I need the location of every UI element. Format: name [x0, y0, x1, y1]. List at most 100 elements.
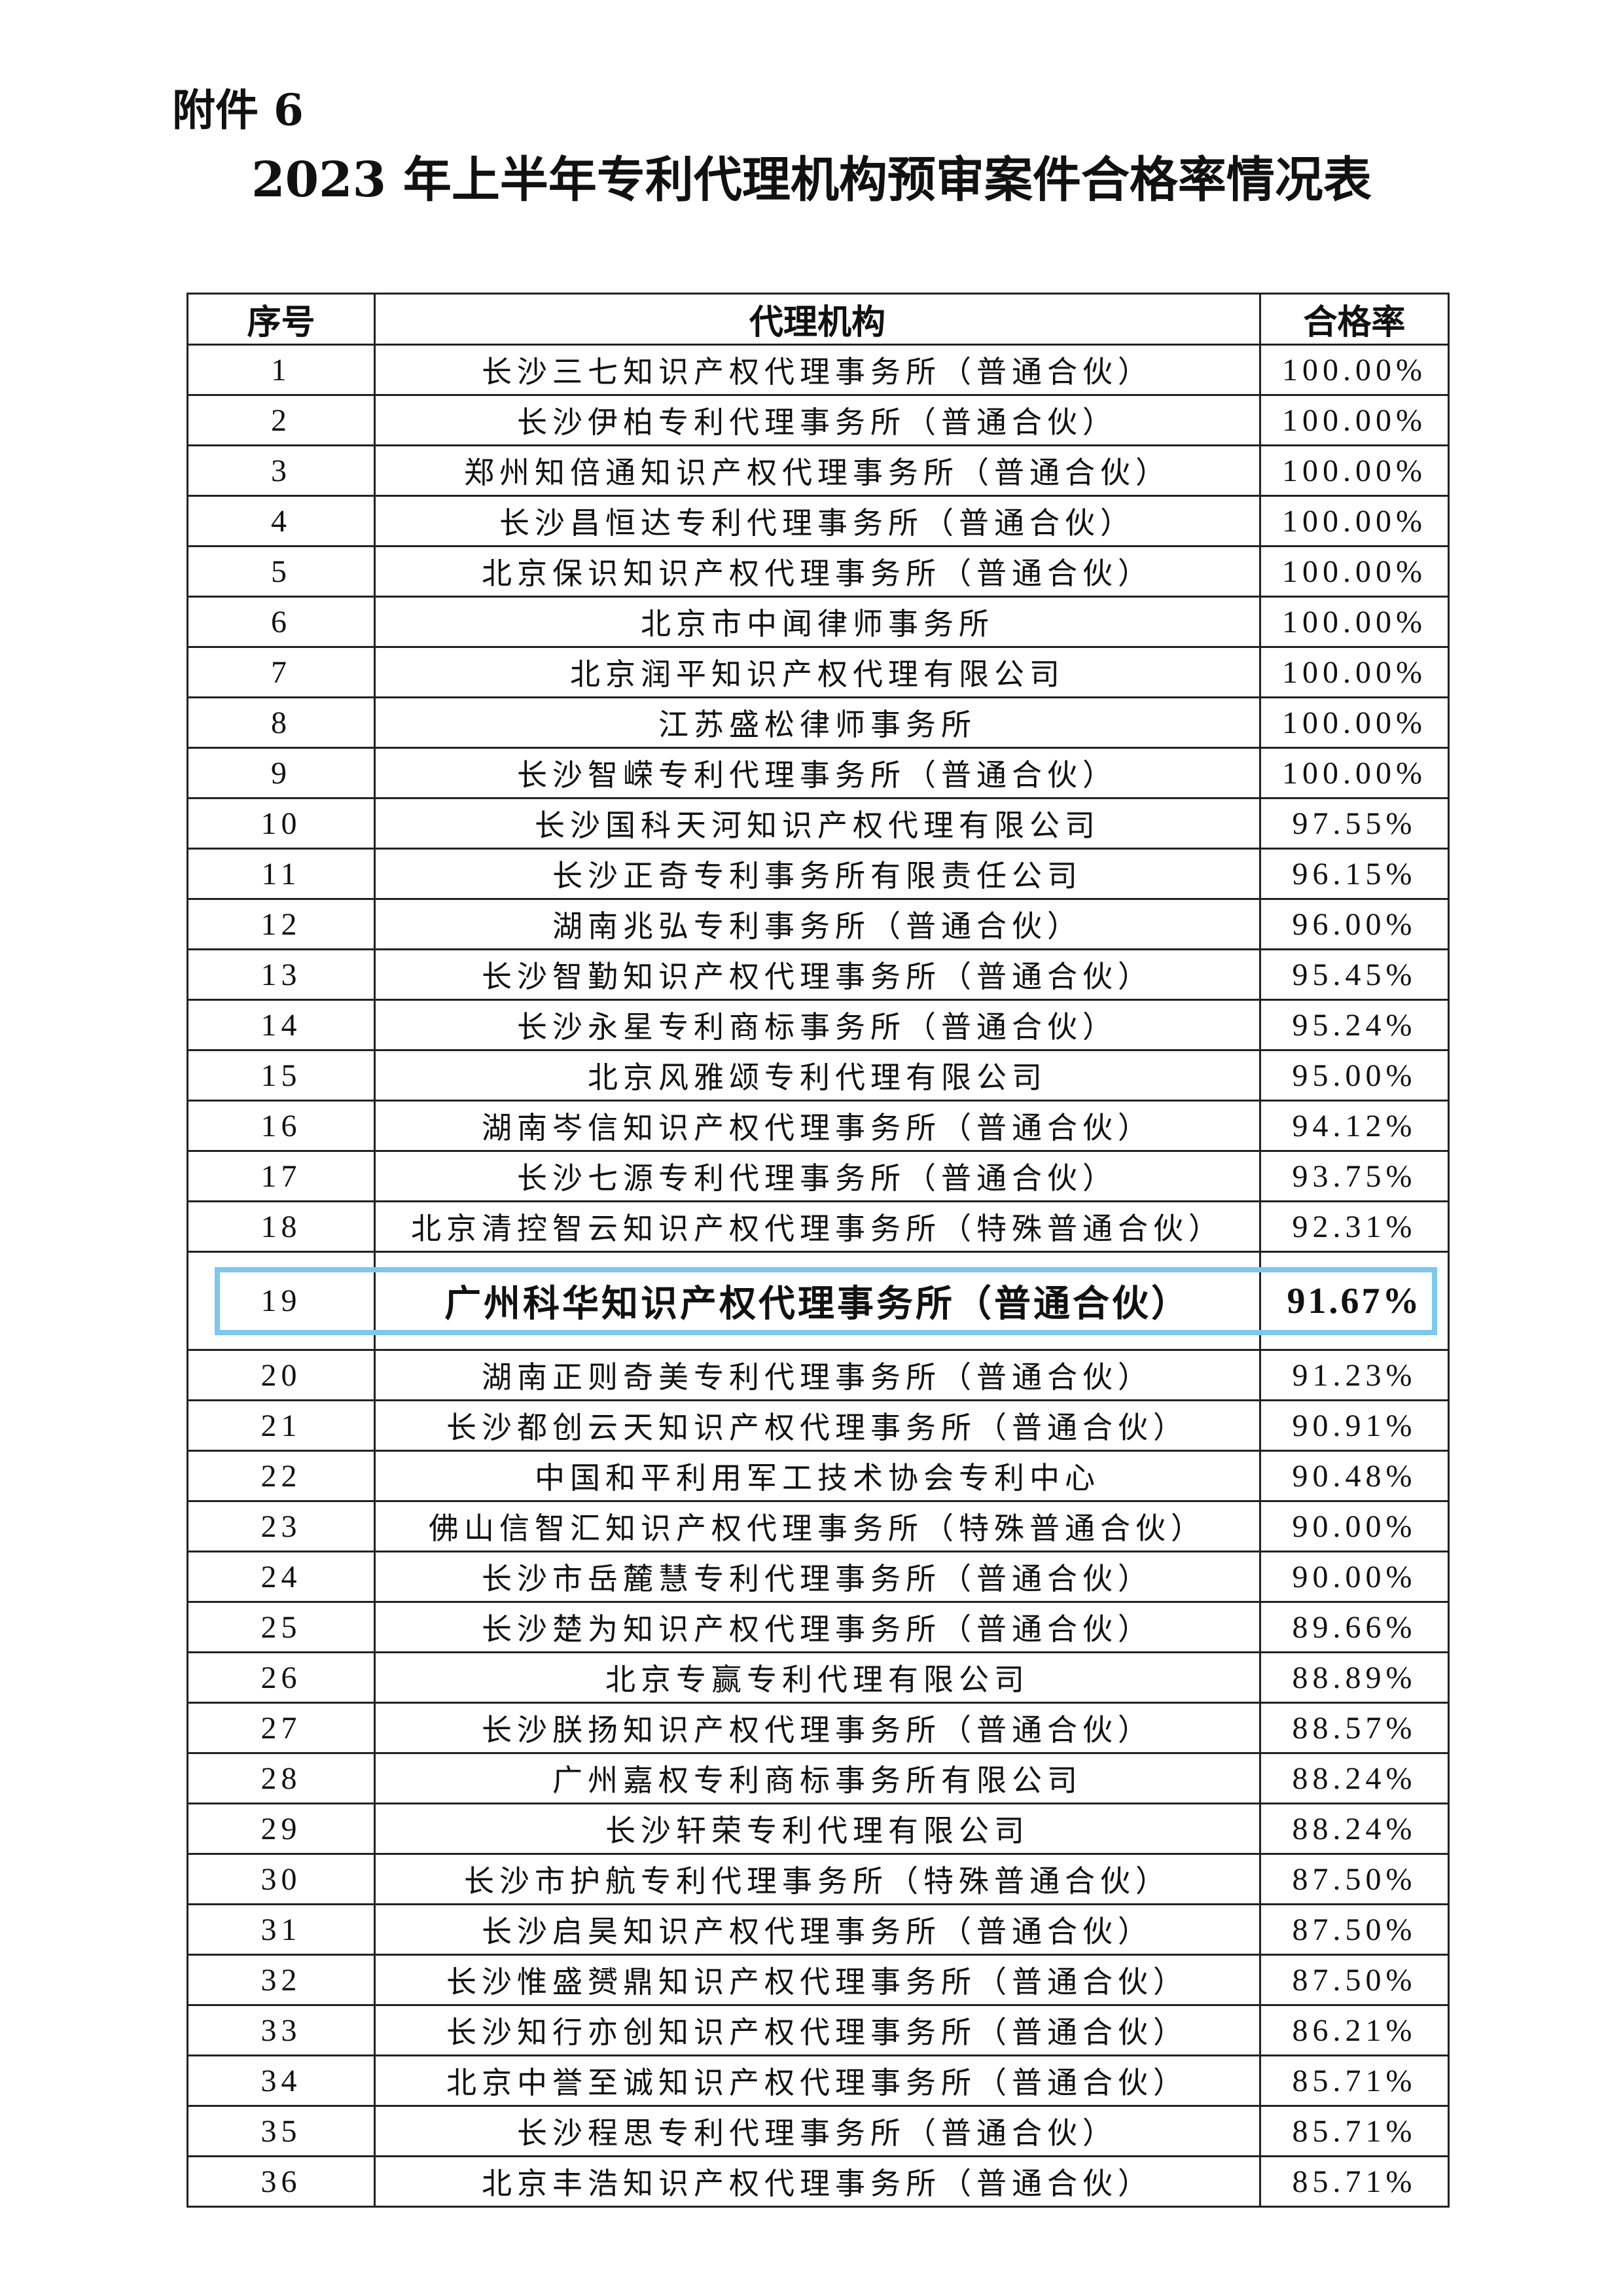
pass-rate-cell: 88.57%	[1259, 1702, 1450, 1754]
table-row: 7 北京润平知识产权代理有限公司 100.00%	[187, 646, 1450, 698]
table-row: 28 广州嘉权专利商标事务所有限公司 88.24%	[187, 1752, 1450, 1804]
table-row: 16 湖南岑信知识产权代理事务所（普通合伙） 94.12%	[187, 1100, 1450, 1152]
table-row: 2 长沙伊柏专利代理事务所（普通合伙） 100.00%	[187, 394, 1450, 446]
table-row: 24 长沙市岳麓慧专利代理事务所（普通合伙） 90.00%	[187, 1551, 1450, 1603]
table-row: 27 长沙朕扬知识产权代理事务所（普通合伙） 88.57%	[187, 1702, 1450, 1754]
index-cell: 9	[187, 747, 376, 799]
pass-rate-cell: 85.71%	[1259, 2105, 1450, 2157]
pass-rate-cell: 100.00%	[1259, 646, 1450, 698]
agency-name-cell: 长沙伊柏专利代理事务所（普通合伙）	[374, 394, 1261, 446]
pass-rate-cell: 100.00%	[1259, 394, 1450, 446]
index-cell: 23	[187, 1500, 376, 1552]
agency-name-cell: 湖南兆弘专利事务所（普通合伙）	[374, 898, 1261, 950]
agency-name-cell: 长沙永星专利商标事务所（普通合伙）	[374, 999, 1261, 1051]
agency-name-cell: 长沙三七知识产权代理事务所（普通合伙）	[374, 344, 1261, 396]
table-row: 33 长沙知行亦创知识产权代理事务所（普通合伙） 86.21%	[187, 2004, 1450, 2056]
index-cell: 10	[187, 797, 376, 850]
pass-rate-cell: 94.12%	[1259, 1100, 1450, 1152]
table-header-row: 序号 代理机构 合格率	[187, 293, 1450, 346]
table-row: 12 湖南兆弘专利事务所（普通合伙） 96.00%	[187, 898, 1450, 950]
agency-name-cell: 北京丰浩知识产权代理事务所（普通合伙）	[374, 2155, 1261, 2208]
header-agency: 代理机构	[374, 293, 1261, 346]
pass-rate-cell: 88.24%	[1259, 1752, 1450, 1804]
table-row: 4 长沙昌恒达专利代理事务所（普通合伙） 100.00%	[187, 495, 1450, 547]
pass-rate-cell: 93.75%	[1259, 1150, 1450, 1202]
pass-rate-cell: 100.00%	[1259, 596, 1450, 648]
table-row: 34 北京中誉至诚知识产权代理事务所（普通合伙） 85.71%	[187, 2054, 1450, 2107]
table-row: 13 长沙智勤知识产权代理事务所（普通合伙） 95.45%	[187, 948, 1450, 1001]
index-cell: 11	[187, 848, 376, 900]
table-row: 25 长沙楚为知识产权代理事务所（普通合伙） 89.66%	[187, 1601, 1450, 1653]
table-row: 17 长沙七源专利代理事务所（普通合伙） 93.75%	[187, 1150, 1450, 1202]
pass-rate-cell: 90.00%	[1259, 1551, 1450, 1603]
index-cell: 28	[187, 1752, 376, 1804]
table-row: 10 长沙国科天河知识产权代理有限公司 97.55%	[187, 797, 1450, 850]
index-cell: 1	[187, 344, 376, 396]
agency-name-cell: 北京中誉至诚知识产权代理事务所（普通合伙）	[374, 2054, 1261, 2107]
header-index: 序号	[187, 293, 376, 346]
index-cell: 35	[187, 2105, 376, 2157]
agency-name-cell: 长沙七源专利代理事务所（普通合伙）	[374, 1150, 1261, 1202]
table-row: 11 长沙正奇专利事务所有限责任公司 96.15%	[187, 848, 1450, 900]
agency-name-cell: 长沙惟盛赟鼎知识产权代理事务所（普通合伙）	[374, 1954, 1261, 2006]
agency-name-cell: 长沙市岳麓慧专利代理事务所（普通合伙）	[374, 1551, 1261, 1603]
index-cell: 33	[187, 2004, 376, 2056]
table-row: 3 郑州知倍通知识产权代理事务所（普通合伙） 100.00%	[187, 444, 1450, 497]
pass-rate-cell: 97.55%	[1259, 797, 1450, 850]
agency-name-cell: 湖南岑信知识产权代理事务所（普通合伙）	[374, 1100, 1261, 1152]
pass-rate-cell: 86.21%	[1259, 2004, 1450, 2056]
pass-rate-cell: 88.89%	[1259, 1651, 1450, 1704]
pass-rate-cell: 88.24%	[1259, 1803, 1450, 1855]
index-cell: 14	[187, 999, 376, 1051]
table-row: 29 长沙轩荣专利代理有限公司 88.24%	[187, 1803, 1450, 1855]
table-row: 19 广州科华知识产权代理事务所（普通合伙） 91.67%	[187, 1251, 1450, 1351]
table-row: 26 北京专赢专利代理有限公司 88.89%	[187, 1651, 1450, 1704]
index-cell: 16	[187, 1100, 376, 1152]
agency-name-cell: 长沙都创云天知识产权代理事务所（普通合伙）	[374, 1399, 1261, 1452]
agency-name-cell: 长沙正奇专利事务所有限责任公司	[374, 848, 1261, 900]
index-cell: 30	[187, 1853, 376, 1905]
attachment-label: 附件 6	[172, 84, 304, 135]
pass-rate-cell: 100.00%	[1259, 545, 1450, 598]
table-row: 6 北京市中闻律师事务所 100.00%	[187, 596, 1450, 648]
agency-name-cell: 广州嘉权专利商标事务所有限公司	[374, 1752, 1261, 1804]
table-row: 31 长沙启昊知识产权代理事务所（普通合伙） 87.50%	[187, 1903, 1450, 1956]
agency-name-cell: 北京风雅颂专利代理有限公司	[374, 1049, 1261, 1102]
table-row: 21 长沙都创云天知识产权代理事务所（普通合伙） 90.91%	[187, 1399, 1450, 1452]
pass-rate-cell: 89.66%	[1259, 1601, 1450, 1653]
agency-name-cell: 长沙程思专利代理事务所（普通合伙）	[374, 2105, 1261, 2157]
index-cell: 4	[187, 495, 376, 547]
agency-name-cell: 北京专赢专利代理有限公司	[374, 1651, 1261, 1704]
pass-rate-cell: 90.48%	[1259, 1450, 1450, 1502]
agency-name-cell: 江苏盛松律师事务所	[374, 696, 1261, 749]
agency-name-cell: 长沙昌恒达专利代理事务所（普通合伙）	[374, 495, 1261, 547]
index-cell: 17	[187, 1150, 376, 1202]
index-cell: 7	[187, 646, 376, 698]
pass-rate-cell: 91.23%	[1259, 1349, 1450, 1401]
table-row: 15 北京风雅颂专利代理有限公司 95.00%	[187, 1049, 1450, 1102]
index-cell: 22	[187, 1450, 376, 1502]
table-row: 36 北京丰浩知识产权代理事务所（普通合伙） 85.71%	[187, 2155, 1450, 2208]
index-cell: 29	[187, 1803, 376, 1855]
index-cell: 24	[187, 1551, 376, 1603]
pass-rate-cell: 96.15%	[1259, 848, 1450, 900]
index-cell: 6	[187, 596, 376, 648]
agency-name-cell: 长沙楚为知识产权代理事务所（普通合伙）	[374, 1601, 1261, 1653]
index-cell: 13	[187, 948, 376, 1001]
table-body: 1 长沙三七知识产权代理事务所（普通合伙） 100.00% 2 长沙伊柏专利代理事务所（…	[187, 344, 1450, 2208]
pass-rate-cell: 87.50%	[1259, 1954, 1450, 2006]
pass-rate-cell: 95.45%	[1259, 948, 1450, 1001]
index-cell: 20	[187, 1349, 376, 1401]
table-row: 1 长沙三七知识产权代理事务所（普通合伙） 100.00%	[187, 344, 1450, 396]
table-row: 8 江苏盛松律师事务所 100.00%	[187, 696, 1450, 749]
index-cell: 15	[187, 1049, 376, 1102]
pass-rate-cell: 85.71%	[1259, 2155, 1450, 2208]
index-cell: 26	[187, 1651, 376, 1704]
pass-rate-cell: 100.00%	[1259, 747, 1450, 799]
pass-rate-cell: 100.00%	[1259, 444, 1450, 497]
index-cell: 5	[187, 545, 376, 598]
agency-name-cell: 中国和平利用军工技术协会专利中心	[374, 1450, 1261, 1502]
pass-rate-cell: 95.00%	[1259, 1049, 1450, 1102]
pass-rate-cell: 100.00%	[1259, 344, 1450, 396]
table-row: 32 长沙惟盛赟鼎知识产权代理事务所（普通合伙） 87.50%	[187, 1954, 1450, 2006]
